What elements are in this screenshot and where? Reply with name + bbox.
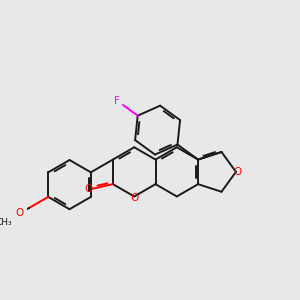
Text: O: O xyxy=(84,184,92,194)
Text: O: O xyxy=(234,167,242,177)
Text: F: F xyxy=(114,96,120,106)
Text: CH₃: CH₃ xyxy=(0,218,12,227)
Text: O: O xyxy=(130,193,138,203)
Text: O: O xyxy=(16,208,24,218)
